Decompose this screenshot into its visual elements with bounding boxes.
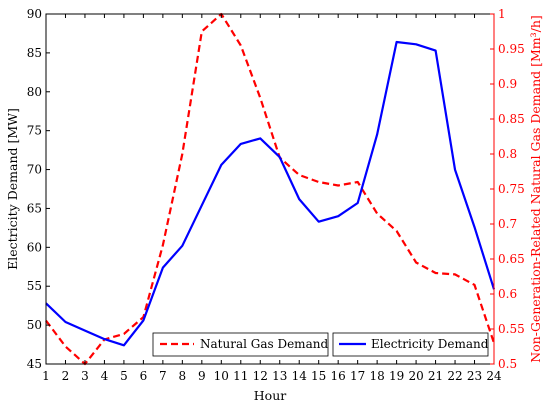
y-right-tick-label: 1	[498, 7, 506, 21]
x-tick-label: 4	[101, 369, 109, 383]
x-tick-label: 24	[486, 369, 502, 383]
legend-gas-label: Natural Gas Demand	[200, 337, 328, 351]
legend-gas: Natural Gas Demand	[152, 332, 329, 357]
y-right-tick-label: 0.5	[498, 357, 517, 371]
x-tick-label: 7	[159, 369, 167, 383]
y-right-tick-label: 0.95	[498, 42, 525, 56]
y-left-tick-label: 75	[27, 124, 42, 138]
legend-elec-label: Electricity Demand	[371, 337, 489, 351]
y-right-tick-label: 0.9	[498, 77, 517, 91]
x-tick-label: 16	[331, 369, 346, 383]
x-tick-label: 12	[253, 369, 268, 383]
y-left-tick-label: 55	[27, 279, 42, 293]
legend-gas-box	[152, 332, 329, 357]
x-tick-label: 5	[120, 369, 128, 383]
x-tick-label: 18	[369, 369, 384, 383]
x-tick-label: 14	[292, 369, 308, 383]
y-right-tick-label: 0.6	[498, 287, 517, 301]
y-right-tick-label: 0.7	[498, 217, 517, 231]
x-tick-label: 6	[140, 369, 148, 383]
legend-electricity: Electricity Demand	[332, 332, 489, 357]
left-y-axis-title: Electricity Demand [MW]	[5, 108, 20, 270]
y-left-tick-label: 85	[27, 46, 42, 60]
right-y-axis-title: Non-Generation-Related Natural Gas Deman…	[528, 15, 543, 363]
y-left-tick-label: 50	[27, 318, 42, 332]
x-tick-label: 3	[81, 369, 89, 383]
x-tick-label: 8	[179, 369, 187, 383]
y-right-tick-label: 0.55	[498, 322, 525, 336]
x-tick-label: 15	[311, 369, 326, 383]
y-left-tick-label: 45	[27, 357, 42, 371]
x-tick-label: 17	[350, 369, 365, 383]
x-tick-label: 2	[62, 369, 70, 383]
y-left-tick-label: 65	[27, 201, 42, 215]
legend-elec-box	[332, 332, 489, 357]
x-axis: 1 2 3 4 5 6 7 8 9 10 11 12 13 14 15 16 17 18 19 20 21 22 23 24	[42, 14, 502, 383]
x-tick-label: 9	[198, 369, 206, 383]
y-left-tick-label: 70	[27, 163, 42, 177]
y-left-tick-label: 60	[27, 240, 42, 254]
x-tick-label: 22	[447, 369, 462, 383]
y-left-tick-label: 80	[27, 85, 42, 99]
series-layer	[45, 12, 496, 366]
natural-gas-demand-line	[45, 12, 496, 366]
y-right-tick-label: 0.65	[498, 252, 525, 266]
y-right-tick-label: 0.85	[498, 112, 525, 126]
x-tick-label: 13	[272, 369, 287, 383]
x-tick-label: 11	[233, 369, 248, 383]
x-tick-label: 21	[428, 369, 443, 383]
x-tick-label: 1	[42, 369, 50, 383]
y-left-tick-label: 90	[27, 7, 42, 21]
left-y-axis: 45 50 55 60 65 70 75 80 85 90	[27, 7, 50, 371]
electricity-demand-line	[45, 40, 496, 347]
x-tick-label: 10	[214, 369, 229, 383]
x-tick-label: 19	[389, 369, 404, 383]
x-tick-label: 20	[408, 369, 423, 383]
right-y-axis: 0.5 0.55 0.6 0.65 0.7 0.75 0.8 0.85 0.9 0.95 1	[490, 7, 525, 371]
y-right-tick-label: 0.8	[498, 147, 517, 161]
y-right-tick-label: 0.75	[498, 182, 525, 196]
x-axis-title: Hour	[254, 388, 286, 403]
x-tick-label: 23	[467, 369, 482, 383]
